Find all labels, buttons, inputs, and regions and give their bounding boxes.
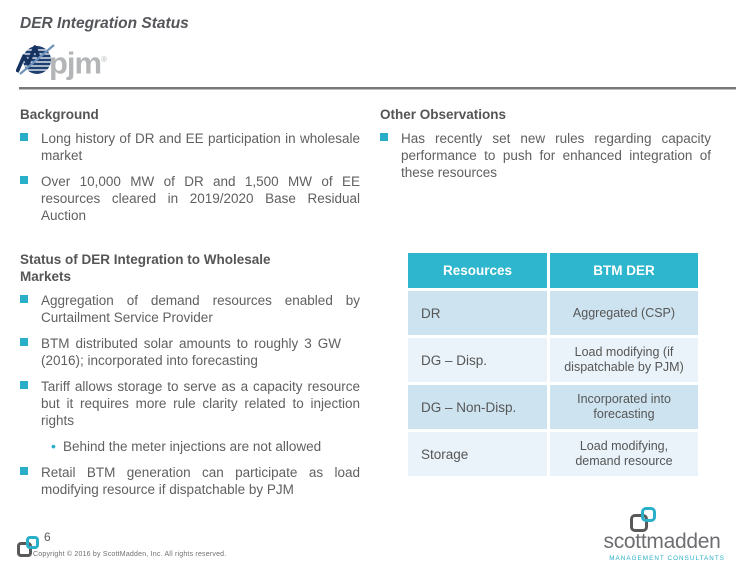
- table-row: DG – Non-Disp. Incorporated into forecas…: [408, 385, 698, 429]
- header-divider: [19, 87, 736, 90]
- mark-teal-square: [26, 536, 39, 549]
- list-item: Over 10,000 MW of DR and 1,500 MW of EE …: [20, 173, 360, 224]
- bullet-square-icon: [20, 176, 28, 184]
- background-heading: Background: [20, 107, 99, 122]
- mark-gray-square: [630, 514, 648, 532]
- pjm-logo: pjm®: [15, 41, 107, 84]
- table-row: DR Aggregated (CSP): [408, 291, 698, 335]
- list-item: Aggregation of demand resources enabled …: [20, 292, 360, 326]
- bullet-square-icon: [20, 381, 28, 389]
- list-item: Long history of DR and EE participation …: [20, 130, 360, 164]
- scottmadden-wordmark: scottmadden: [603, 530, 721, 553]
- list-item: Has recently set new rules regarding cap…: [380, 130, 711, 181]
- bullet-square-icon: [20, 133, 28, 141]
- pjm-wordmark: pjm®: [49, 45, 107, 81]
- copyright-text: Copyright © 2016 by ScottMadden, Inc. Al…: [33, 551, 227, 558]
- list-item: Tariff allows storage to serve as a capa…: [20, 378, 360, 429]
- registered-mark: ®: [101, 55, 107, 64]
- scottmadden-mark-icon: [17, 536, 40, 557]
- bullet-square-icon: [20, 295, 28, 303]
- table-cell-btm: Incorporated into forecasting: [550, 385, 698, 429]
- bullet-dot-icon: •: [51, 438, 56, 454]
- list-item: Retail BTM generation can participate as…: [20, 464, 360, 498]
- table-cell-btm: Load modifying, demand resource: [550, 432, 698, 476]
- background-bullet-list: Long history of DR and EE participation …: [20, 130, 360, 224]
- observations-bullet-list: Has recently set new rules regarding cap…: [380, 130, 711, 181]
- scottmadden-logo: scottmadden MANAGEMENT CONSULTANTS: [598, 507, 726, 562]
- pjm-globe-icon: [15, 41, 56, 84]
- table-cell-btm: Aggregated (CSP): [550, 291, 698, 335]
- slide-title: DER Integration Status: [20, 15, 189, 32]
- table-header-row: Resources BTM DER: [408, 253, 698, 288]
- btm-der-table: Resources BTM DER DR Aggregated (CSP) DG…: [405, 250, 701, 479]
- bullet-square-icon: [20, 467, 28, 475]
- table-cell-resource: DG – Disp.: [408, 338, 547, 382]
- page-number: 6: [44, 530, 51, 544]
- table-cell-resource: DG – Non-Disp.: [408, 385, 547, 429]
- mark-gray-square: [17, 542, 32, 557]
- status-heading: Status of DER Integration to Wholesale M…: [20, 252, 271, 284]
- scottmadden-mark-icon: [630, 507, 658, 532]
- table-header-resources: Resources: [408, 253, 547, 288]
- table-row: DG – Disp. Load modifying (if dispatchab…: [408, 338, 698, 382]
- scottmadden-tagline: MANAGEMENT CONSULTANTS: [609, 555, 725, 562]
- section-status: Status of DER Integration to Wholesale M…: [20, 251, 360, 507]
- table-row: Storage Load modifying, demand resource: [408, 432, 698, 476]
- table-cell-resource: DR: [408, 291, 547, 335]
- table-header-btm-der: BTM DER: [550, 253, 698, 288]
- list-item: BTM distributed solar amounts to roughly…: [20, 335, 341, 369]
- section-observations: Other Observations Has recently set new …: [380, 106, 711, 190]
- sub-list-item: • Behind the meter injections are not all…: [51, 438, 322, 454]
- table-cell-resource: Storage: [408, 432, 547, 476]
- bullet-square-icon: [380, 133, 388, 141]
- section-background: Background Long history of DR and EE par…: [20, 106, 360, 233]
- mark-teal-square: [641, 507, 656, 522]
- observations-heading: Other Observations: [380, 107, 507, 122]
- bullet-square-icon: [20, 338, 28, 346]
- table-cell-btm: Load modifying (if dispatchable by PJM): [550, 338, 698, 382]
- status-bullet-list: Aggregation of demand resources enabled …: [20, 292, 360, 498]
